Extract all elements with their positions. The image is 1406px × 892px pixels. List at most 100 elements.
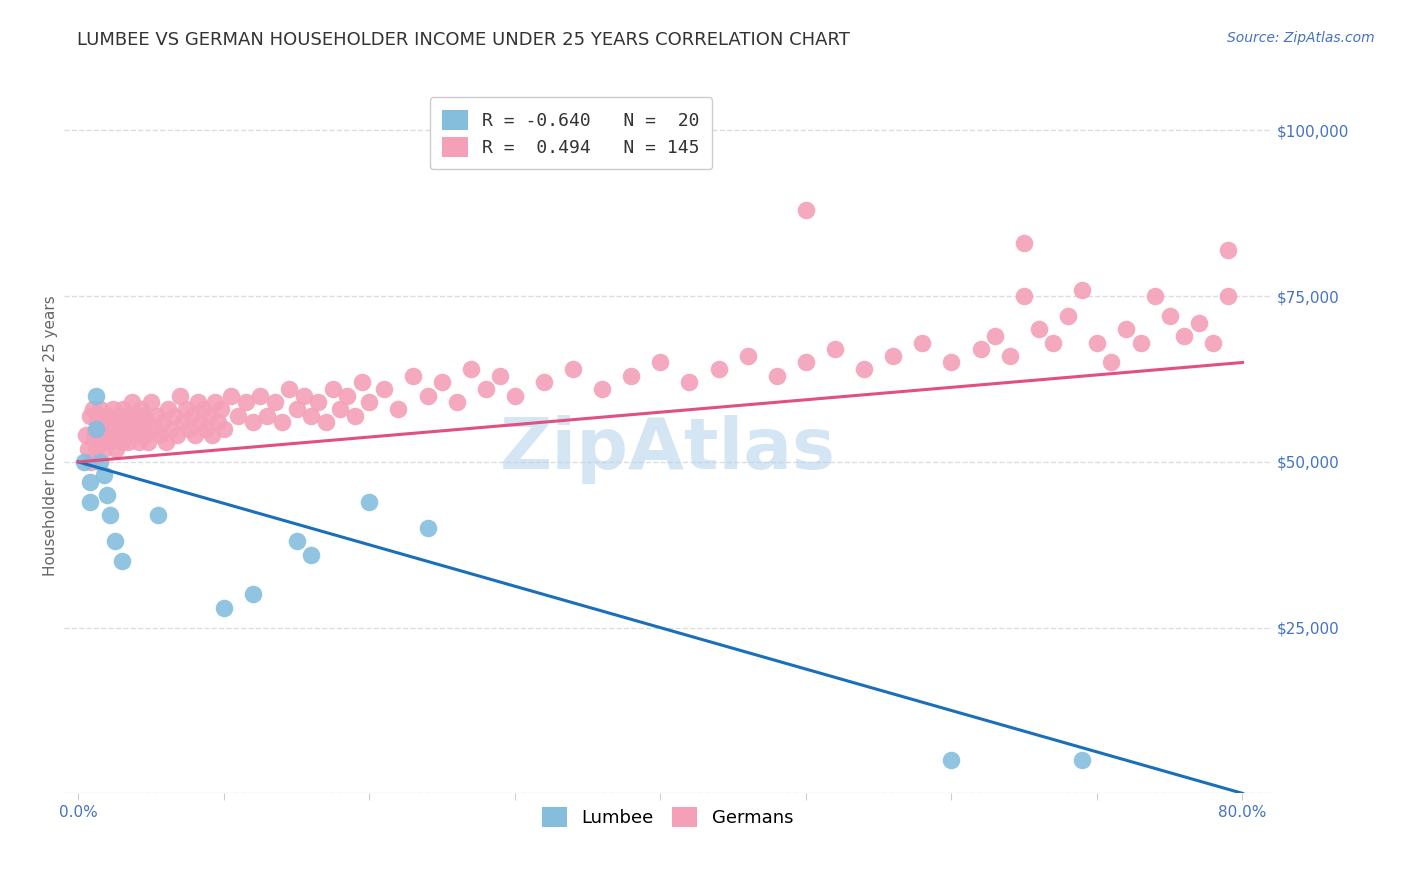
Point bbox=[169, 389, 191, 403]
Point bbox=[98, 415, 121, 429]
Point bbox=[93, 468, 115, 483]
Point bbox=[187, 395, 209, 409]
Point bbox=[124, 409, 146, 423]
Point bbox=[533, 376, 555, 390]
Point bbox=[562, 362, 585, 376]
Point bbox=[177, 422, 200, 436]
Point bbox=[591, 382, 613, 396]
Point bbox=[105, 442, 128, 456]
Point bbox=[98, 508, 121, 522]
Point bbox=[650, 355, 672, 369]
Point bbox=[94, 422, 117, 436]
Point bbox=[1216, 289, 1239, 303]
Point bbox=[139, 395, 162, 409]
Point bbox=[263, 395, 285, 409]
Point bbox=[256, 409, 278, 423]
Point bbox=[882, 349, 904, 363]
Point bbox=[242, 415, 264, 429]
Point bbox=[430, 376, 453, 390]
Point bbox=[79, 475, 101, 489]
Point bbox=[172, 415, 194, 429]
Point bbox=[285, 534, 308, 549]
Point bbox=[80, 455, 103, 469]
Point bbox=[90, 428, 112, 442]
Text: LUMBEE VS GERMAN HOUSEHOLDER INCOME UNDER 25 YEARS CORRELATION CHART: LUMBEE VS GERMAN HOUSEHOLDER INCOME UNDE… bbox=[77, 31, 851, 49]
Point bbox=[89, 401, 111, 416]
Point bbox=[115, 409, 138, 423]
Point bbox=[127, 415, 149, 429]
Point bbox=[183, 428, 205, 442]
Point bbox=[101, 401, 124, 416]
Point bbox=[329, 401, 352, 416]
Point bbox=[315, 415, 337, 429]
Legend: Lumbee, Germans: Lumbee, Germans bbox=[534, 800, 800, 834]
Point bbox=[1188, 316, 1211, 330]
Point bbox=[794, 355, 817, 369]
Point bbox=[195, 422, 218, 436]
Point bbox=[97, 435, 120, 450]
Text: ZipAtlas: ZipAtlas bbox=[499, 415, 835, 484]
Point bbox=[75, 428, 97, 442]
Point bbox=[77, 442, 100, 456]
Point bbox=[180, 409, 202, 423]
Point bbox=[108, 428, 131, 442]
Point bbox=[93, 442, 115, 456]
Point bbox=[79, 494, 101, 508]
Point bbox=[174, 401, 197, 416]
Point bbox=[131, 422, 153, 436]
Point bbox=[129, 401, 152, 416]
Point bbox=[190, 415, 212, 429]
Point bbox=[219, 389, 242, 403]
Point bbox=[82, 401, 104, 416]
Point bbox=[336, 389, 359, 403]
Point bbox=[1071, 753, 1094, 767]
Point bbox=[1056, 309, 1078, 323]
Point bbox=[941, 753, 963, 767]
Point bbox=[941, 355, 963, 369]
Point bbox=[1042, 335, 1064, 350]
Point bbox=[235, 395, 257, 409]
Point bbox=[911, 335, 934, 350]
Point bbox=[128, 435, 150, 450]
Point bbox=[984, 329, 1007, 343]
Point bbox=[122, 422, 145, 436]
Point bbox=[387, 401, 409, 416]
Y-axis label: Householder Income Under 25 years: Householder Income Under 25 years bbox=[44, 295, 58, 575]
Point bbox=[242, 587, 264, 601]
Point bbox=[765, 368, 787, 383]
Point bbox=[135, 415, 157, 429]
Point bbox=[299, 548, 322, 562]
Point bbox=[111, 435, 134, 450]
Point bbox=[824, 343, 846, 357]
Point bbox=[343, 409, 366, 423]
Point bbox=[285, 401, 308, 416]
Point bbox=[204, 395, 226, 409]
Point bbox=[166, 428, 188, 442]
Point bbox=[299, 409, 322, 423]
Point bbox=[474, 382, 496, 396]
Point bbox=[117, 435, 139, 450]
Point bbox=[112, 401, 135, 416]
Point bbox=[249, 389, 271, 403]
Point bbox=[132, 409, 155, 423]
Point bbox=[96, 409, 118, 423]
Point bbox=[1101, 355, 1123, 369]
Point bbox=[853, 362, 876, 376]
Point bbox=[84, 442, 107, 456]
Point bbox=[271, 415, 294, 429]
Point bbox=[83, 428, 105, 442]
Point bbox=[416, 521, 439, 535]
Point bbox=[226, 409, 249, 423]
Point bbox=[198, 409, 221, 423]
Point bbox=[89, 455, 111, 469]
Point bbox=[84, 389, 107, 403]
Point bbox=[707, 362, 730, 376]
Point bbox=[73, 455, 96, 469]
Point bbox=[111, 554, 134, 568]
Point bbox=[100, 428, 122, 442]
Point bbox=[1216, 243, 1239, 257]
Point bbox=[134, 428, 156, 442]
Point bbox=[104, 534, 127, 549]
Point bbox=[121, 395, 143, 409]
Point bbox=[322, 382, 344, 396]
